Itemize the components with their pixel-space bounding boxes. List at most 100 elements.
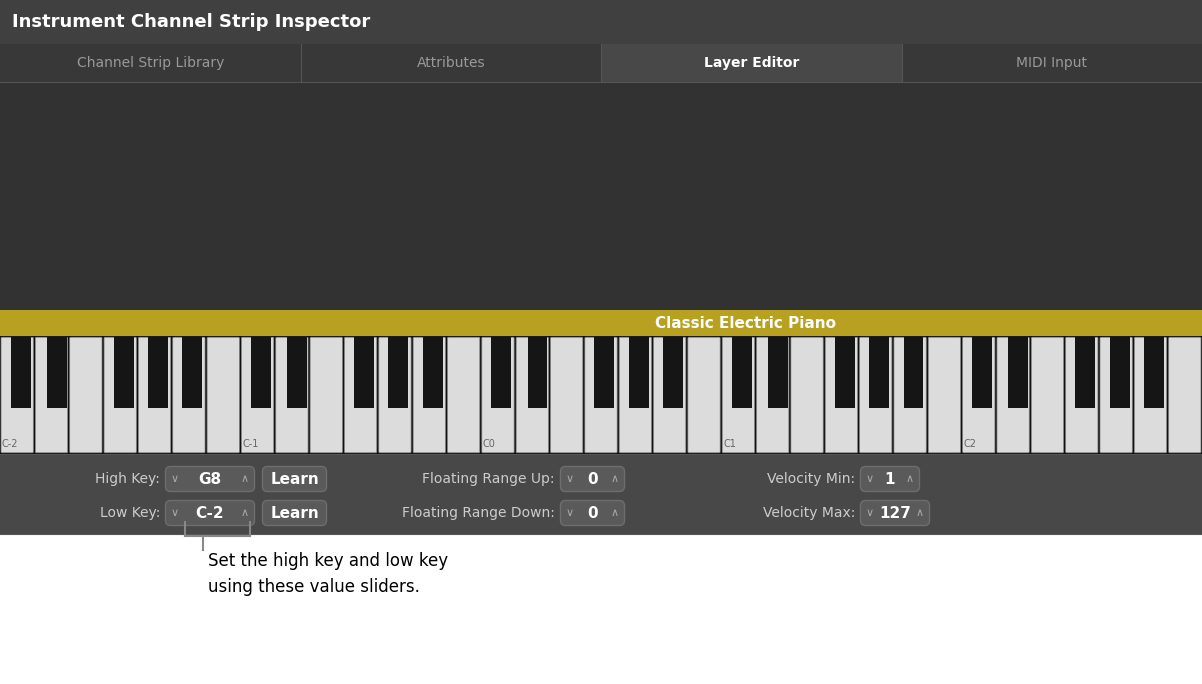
FancyBboxPatch shape: [447, 337, 480, 453]
Bar: [1109, 337, 1130, 408]
Bar: [251, 337, 270, 408]
Text: ∧: ∧: [240, 474, 249, 484]
Bar: [47, 337, 66, 408]
FancyBboxPatch shape: [207, 337, 239, 453]
Text: Velocity Min:: Velocity Min:: [767, 472, 855, 486]
FancyBboxPatch shape: [756, 337, 789, 453]
Bar: [904, 337, 923, 408]
Bar: [300, 44, 601, 82]
Bar: [595, 337, 614, 408]
FancyBboxPatch shape: [138, 337, 171, 453]
FancyBboxPatch shape: [1100, 337, 1132, 453]
FancyBboxPatch shape: [996, 337, 1029, 453]
FancyBboxPatch shape: [516, 337, 548, 453]
Text: 1: 1: [885, 471, 895, 486]
FancyBboxPatch shape: [166, 466, 255, 492]
FancyBboxPatch shape: [482, 337, 514, 453]
Bar: [0, 0, 1202, 44]
Text: 0: 0: [588, 505, 597, 521]
FancyBboxPatch shape: [1031, 337, 1064, 453]
Bar: [768, 337, 787, 408]
Bar: [1144, 337, 1164, 408]
FancyBboxPatch shape: [560, 501, 625, 525]
FancyBboxPatch shape: [722, 337, 755, 453]
FancyBboxPatch shape: [413, 337, 446, 453]
Text: Learn: Learn: [270, 505, 319, 521]
Bar: [629, 337, 649, 408]
FancyBboxPatch shape: [379, 337, 411, 453]
Text: Instrument Channel Strip Inspector: Instrument Channel Strip Inspector: [12, 13, 370, 31]
FancyBboxPatch shape: [345, 337, 376, 453]
FancyBboxPatch shape: [551, 337, 583, 453]
FancyBboxPatch shape: [688, 337, 720, 453]
FancyBboxPatch shape: [826, 337, 857, 453]
Bar: [287, 337, 307, 408]
FancyBboxPatch shape: [105, 337, 136, 453]
Bar: [1008, 337, 1028, 408]
Text: Channel Strip Library: Channel Strip Library: [77, 56, 224, 70]
Bar: [601, 44, 902, 82]
FancyBboxPatch shape: [894, 337, 927, 453]
Text: C-2: C-2: [2, 439, 18, 449]
Bar: [0, 454, 1202, 534]
Bar: [0, 336, 1202, 454]
FancyBboxPatch shape: [928, 337, 960, 453]
Text: 127: 127: [879, 505, 911, 521]
Text: ∨: ∨: [865, 474, 874, 484]
Bar: [835, 337, 855, 408]
FancyBboxPatch shape: [262, 466, 327, 492]
Text: ∧: ∧: [611, 474, 619, 484]
Text: Floating Range Up:: Floating Range Up:: [422, 472, 555, 486]
Text: ∧: ∧: [906, 474, 914, 484]
Text: Classic Electric Piano: Classic Electric Piano: [655, 315, 835, 330]
FancyBboxPatch shape: [166, 501, 255, 525]
FancyBboxPatch shape: [70, 337, 102, 453]
FancyBboxPatch shape: [859, 337, 892, 453]
Text: Low Key:: Low Key:: [100, 506, 160, 520]
Bar: [114, 337, 133, 408]
Text: ∨: ∨: [566, 474, 575, 484]
Bar: [423, 337, 442, 408]
Text: G8: G8: [198, 471, 221, 486]
Text: ∨: ∨: [566, 508, 575, 518]
Bar: [528, 337, 547, 408]
Text: ∧: ∧: [240, 508, 249, 518]
Bar: [1076, 337, 1095, 408]
FancyBboxPatch shape: [654, 337, 686, 453]
Bar: [869, 337, 889, 408]
Text: C0: C0: [483, 439, 495, 449]
Bar: [388, 337, 409, 408]
FancyBboxPatch shape: [242, 337, 274, 453]
FancyBboxPatch shape: [585, 337, 617, 453]
FancyBboxPatch shape: [1, 337, 34, 453]
Bar: [972, 337, 992, 408]
FancyBboxPatch shape: [619, 337, 651, 453]
FancyBboxPatch shape: [861, 466, 920, 492]
Text: ∨: ∨: [171, 474, 179, 484]
Text: Set the high key and low key
using these value sliders.: Set the high key and low key using these…: [208, 552, 448, 596]
Text: Layer Editor: Layer Editor: [703, 56, 799, 70]
FancyBboxPatch shape: [861, 501, 929, 525]
Bar: [664, 337, 683, 408]
Text: 0: 0: [588, 471, 597, 486]
Text: C-1: C-1: [243, 439, 258, 449]
Text: ∧: ∧: [611, 508, 619, 518]
Text: Learn: Learn: [270, 471, 319, 486]
Text: Attributes: Attributes: [416, 56, 486, 70]
Text: C1: C1: [724, 439, 736, 449]
Text: ∨: ∨: [171, 508, 179, 518]
Text: MIDI Input: MIDI Input: [1016, 56, 1088, 70]
FancyBboxPatch shape: [1135, 337, 1167, 453]
Bar: [492, 337, 511, 408]
FancyBboxPatch shape: [173, 337, 206, 453]
Text: Floating Range Down:: Floating Range Down:: [403, 506, 555, 520]
FancyBboxPatch shape: [310, 337, 343, 453]
Bar: [0, 534, 1202, 684]
Bar: [0, 44, 300, 82]
FancyBboxPatch shape: [1066, 337, 1097, 453]
FancyBboxPatch shape: [560, 466, 625, 492]
Bar: [355, 337, 374, 408]
Text: C-2: C-2: [196, 505, 225, 521]
FancyBboxPatch shape: [35, 337, 67, 453]
Bar: [11, 337, 30, 408]
